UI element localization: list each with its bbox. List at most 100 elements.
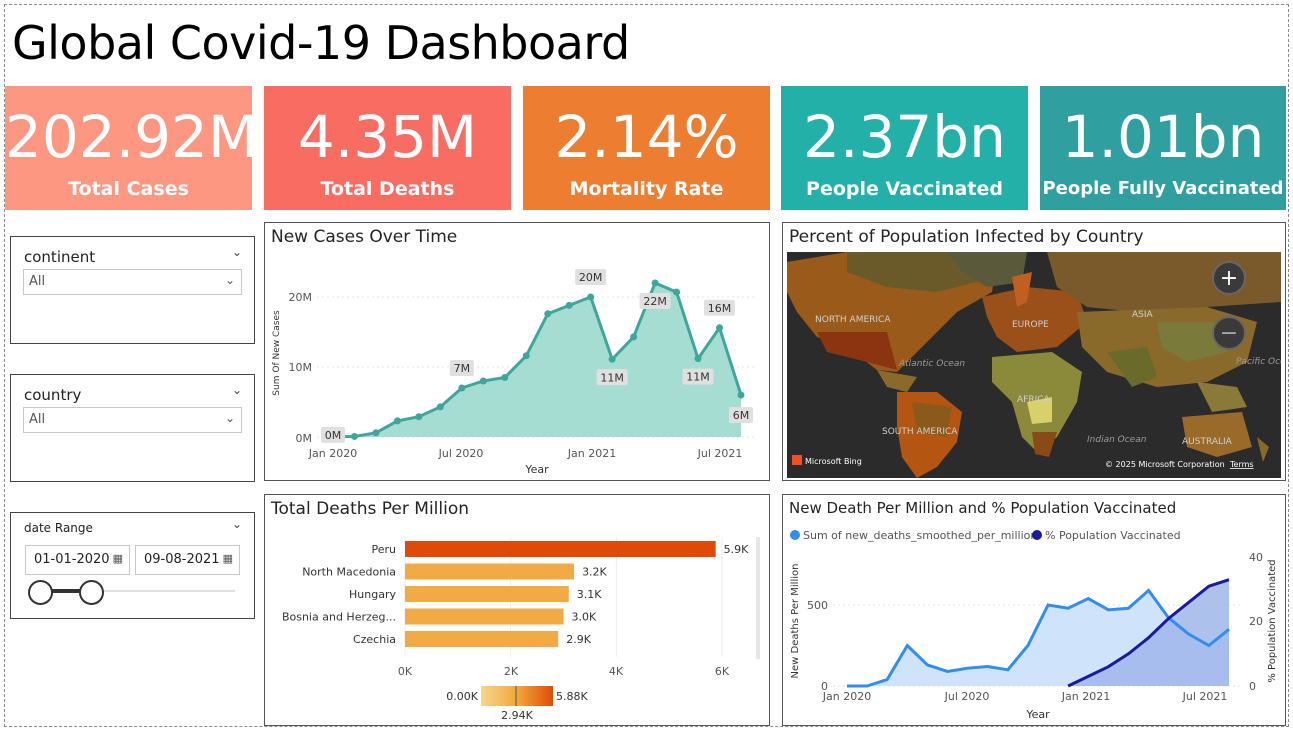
world-map[interactable]: NORTH AMERICA EUROPE ASIA Atlantic Ocean… <box>787 252 1281 478</box>
chevron-down-icon[interactable]: ⌄ <box>231 517 242 531</box>
bar[interactable] <box>405 586 569 602</box>
start-date-input[interactable]: 01-01-2020 ▦ <box>25 545 130 575</box>
country-slicer[interactable]: country ⌄ All ⌄ <box>10 374 255 482</box>
data-point[interactable] <box>436 403 444 411</box>
data-point[interactable] <box>737 391 745 399</box>
region-canada[interactable] <box>847 252 987 292</box>
chevron-down-icon[interactable]: ⌄ <box>231 245 242 259</box>
data-point[interactable] <box>372 429 380 437</box>
y-tick: 10M <box>289 361 313 374</box>
region-southeast-asia[interactable] <box>1197 382 1247 412</box>
bar[interactable] <box>405 541 716 557</box>
zoom-out-button[interactable]: − <box>1212 316 1246 350</box>
legend-min: 0.00K <box>446 690 478 703</box>
data-point[interactable] <box>544 310 552 318</box>
new-cases-chart[interactable]: 0M 7M 20M 11M 22M 11M 16M 6M 0M 10M 20M Jan 202… <box>265 223 769 480</box>
data-label-bg <box>682 368 714 385</box>
date-range-slicer[interactable]: date Range ⌄ 01-01-2020 ▦ 09-08-2021 ▦ <box>10 512 255 619</box>
kpi-value: 2.14% <box>554 103 739 171</box>
continent-slicer[interactable]: continent ⌄ All ⌄ <box>10 236 255 344</box>
bar[interactable] <box>405 563 575 580</box>
calendar-icon[interactable]: ▦ <box>222 552 233 565</box>
zoom-in-button[interactable]: + <box>1212 261 1246 295</box>
data-label-bg <box>449 360 474 376</box>
deaths-per-million-panel[interactable]: Total Deaths Per Million Peru 5.9K North M… <box>264 494 770 726</box>
data-point[interactable] <box>587 293 595 301</box>
deaths-bar-chart[interactable]: Peru 5.9K North Macedonia 3.2K Hungary 3.1K Bo… <box>265 495 769 725</box>
kpi-value: 202.92M <box>5 103 258 171</box>
range-track[interactable] <box>29 590 235 592</box>
x-tick: Jul 2020 <box>944 690 990 703</box>
kpi-label: People Vaccinated <box>806 178 1003 200</box>
kpi-people-vaccinated[interactable]: 2.37bn People Vaccinated <box>781 86 1028 210</box>
data-point[interactable] <box>694 355 702 363</box>
map-label: NORTH AMERICA <box>815 315 891 325</box>
region-india[interactable] <box>1107 347 1157 387</box>
region-brazil[interactable] <box>912 402 952 437</box>
vaccination-area <box>1068 579 1229 686</box>
country-dropdown[interactable]: All ⌄ <box>23 407 242 433</box>
data-label: 6M <box>733 409 750 422</box>
kpi-people-fully-vaccinated[interactable]: 1.01bn People Fully Vaccinated <box>1040 86 1286 210</box>
data-label: 7M <box>454 362 471 375</box>
legend-marker <box>790 530 800 540</box>
range-start-handle[interactable] <box>28 580 53 605</box>
data-label-bg <box>575 269 607 285</box>
y-tick-left: 0 <box>821 680 828 693</box>
x-tick: Jan 2020 <box>308 447 357 460</box>
data-label: 11M <box>600 371 624 384</box>
death-vaccination-panel[interactable]: New Death Per Million and % Population V… <box>782 494 1286 726</box>
map-label: Pacific Oce <box>1236 357 1281 367</box>
bar[interactable] <box>405 631 559 647</box>
region-greenland[interactable] <box>947 252 1027 287</box>
data-point[interactable] <box>716 324 724 332</box>
kpi-total-deaths[interactable]: 4.35M Total Deaths <box>264 86 511 210</box>
region-south-africa[interactable] <box>1032 432 1057 457</box>
range-end-handle[interactable] <box>79 580 104 605</box>
data-point[interactable] <box>501 374 509 381</box>
map-label: Indian Ocean <box>1087 435 1147 445</box>
data-point[interactable] <box>565 301 573 309</box>
data-point[interactable] <box>415 413 423 421</box>
x-tick: Jan 2020 <box>822 690 871 703</box>
region-central-america[interactable] <box>877 370 917 392</box>
data-point[interactable] <box>458 384 466 392</box>
data-point[interactable] <box>479 377 487 385</box>
data-point[interactable] <box>393 417 401 425</box>
region-china[interactable] <box>1157 322 1227 362</box>
kpi-mortality-rate[interactable]: 2.14% Mortality Rate <box>523 86 770 210</box>
new-cases-line <box>332 281 743 439</box>
map-terms-link[interactable]: Terms <box>1229 460 1254 469</box>
data-point[interactable] <box>522 352 530 360</box>
scrollbar[interactable] <box>756 537 760 659</box>
map-brand: Microsoft Bing <box>805 457 862 466</box>
region-central-africa[interactable] <box>1027 397 1052 424</box>
x-axis-label: Year <box>524 463 549 476</box>
data-point[interactable] <box>673 288 681 296</box>
kpi-total-cases[interactable]: 202.92M Total Cases <box>5 86 258 210</box>
chevron-down-icon[interactable]: ⌄ <box>231 383 242 397</box>
region-scandinavia[interactable] <box>1012 272 1032 307</box>
map-label: ASIA <box>1132 310 1154 320</box>
map-label: AFRICA <box>1017 395 1051 405</box>
region-europe[interactable] <box>982 287 1087 352</box>
infection-map-panel[interactable]: Percent of Population Infected by Countr… <box>782 222 1286 481</box>
new-cases-chart-panel[interactable]: New Cases Over Time 0M 7M 20M 11M 22M 11M 16M 6… <box>264 222 770 481</box>
data-point[interactable] <box>630 333 638 341</box>
y-tick-right: 20 <box>1249 615 1263 628</box>
death-vaccination-chart[interactable]: Sum of new_deaths_smoothed_per_million %… <box>783 495 1285 725</box>
data-point[interactable] <box>608 355 616 363</box>
region-new-zealand[interactable] <box>1257 437 1269 462</box>
legend-max: 5.88K <box>556 690 588 703</box>
continent-dropdown[interactable]: All ⌄ <box>23 269 242 295</box>
region-russia[interactable] <box>1047 252 1281 312</box>
region-usa[interactable] <box>817 332 897 370</box>
end-date-input[interactable]: 09-08-2021 ▦ <box>135 545 240 575</box>
data-point[interactable] <box>651 279 659 287</box>
calendar-icon[interactable]: ▦ <box>112 552 123 565</box>
data-label-bg <box>729 407 753 423</box>
bar[interactable] <box>405 608 564 625</box>
legend-mid: 2.94K <box>501 709 533 722</box>
region-australia[interactable] <box>1182 412 1252 457</box>
data-point[interactable] <box>350 432 358 440</box>
